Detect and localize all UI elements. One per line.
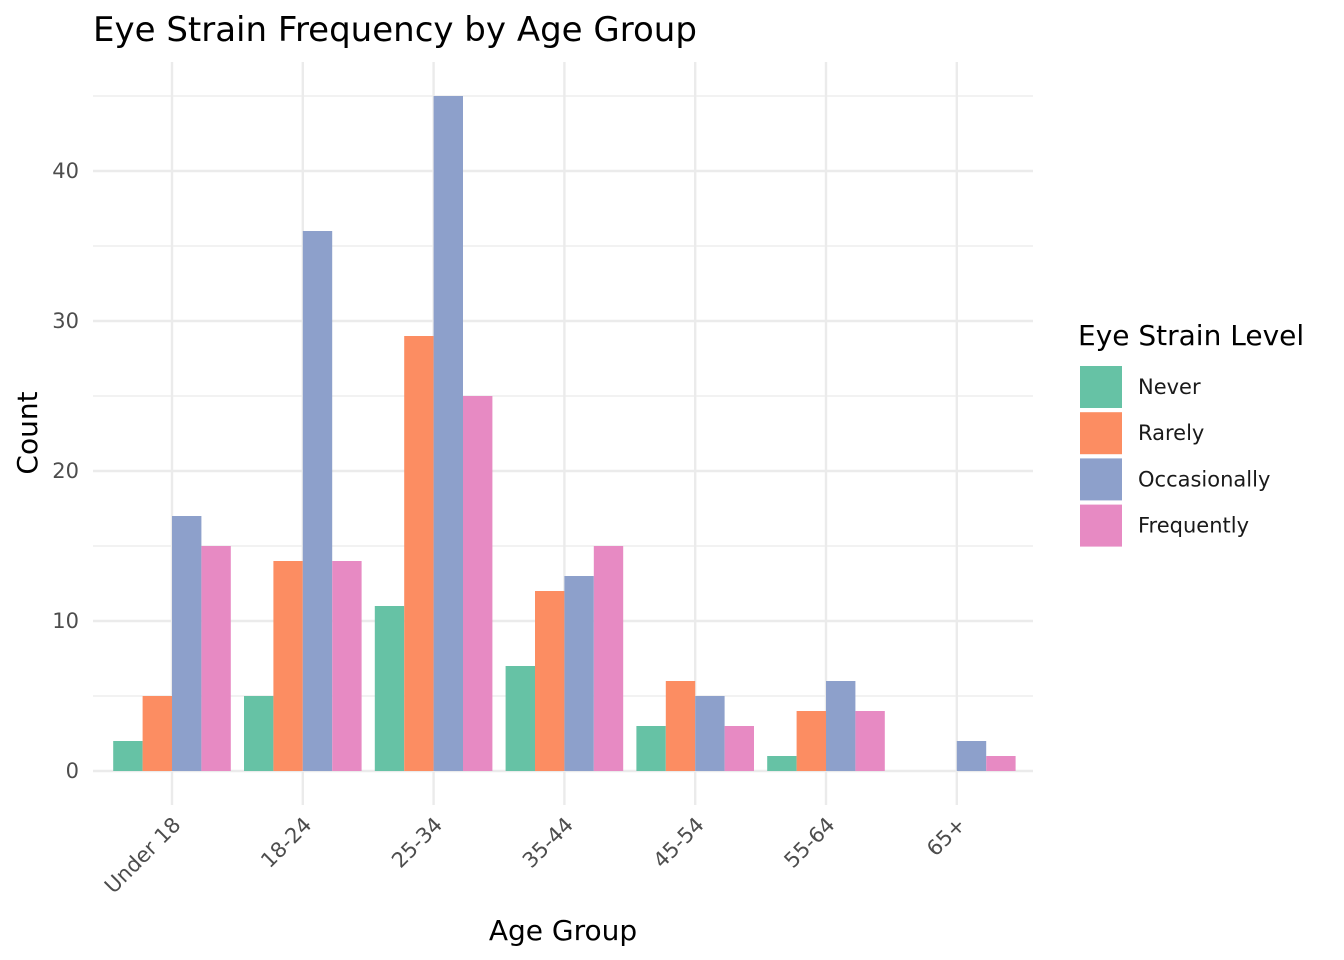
legend-label: Never (1138, 375, 1201, 399)
bar (433, 96, 463, 771)
bar (695, 696, 725, 771)
chart-title: Eye Strain Frequency by Age Group (93, 10, 697, 50)
y-tick-label: 40 (52, 159, 79, 183)
bar (302, 231, 333, 771)
bar (767, 756, 797, 771)
legend-label: Occasionally (1138, 467, 1270, 491)
legend-key (1080, 458, 1122, 501)
legend-key (1080, 504, 1122, 547)
y-tick-label: 20 (52, 459, 79, 483)
bar (855, 711, 885, 771)
x-tick-label: 25-34 (387, 813, 447, 873)
bar (273, 561, 303, 771)
bar (826, 681, 856, 771)
legend-key (1080, 412, 1122, 455)
bar (796, 711, 826, 771)
bar (593, 546, 624, 771)
legend: Eye Strain Level Never Rarely Occasionally… (1078, 319, 1304, 547)
bar (535, 591, 565, 771)
y-axis-title: Count (11, 391, 44, 474)
y-axis-ticks: 0 10 20 30 40 (52, 159, 79, 783)
x-tick-label: 18-24 (256, 813, 316, 873)
bar (956, 741, 987, 771)
y-tick-label: 0 (66, 759, 79, 783)
bar (724, 726, 754, 771)
x-axis-title: Age Group (489, 914, 637, 947)
bar (986, 756, 1016, 771)
legend-items: Never Rarely Occasionally Frequently (1080, 366, 1270, 547)
bar (564, 576, 594, 771)
bar (374, 606, 405, 771)
bar (665, 681, 696, 771)
bar (404, 336, 434, 771)
bar (244, 696, 274, 771)
x-tick-label: Under 18 (100, 813, 186, 899)
bar (201, 546, 231, 771)
y-tick-label: 30 (52, 309, 79, 333)
bar (636, 726, 666, 771)
legend-title: Eye Strain Level (1078, 319, 1304, 352)
x-tick-label: 55-64 (779, 813, 839, 873)
x-axis-ticks: Under 18 18-24 25-34 35-44 45-54 55-64 65+ (100, 813, 970, 899)
y-tick-label: 10 (52, 609, 79, 633)
legend-key (1080, 366, 1122, 408)
legend-label: Frequently (1138, 514, 1249, 538)
bar (505, 666, 535, 771)
bar (332, 561, 362, 771)
bars (113, 96, 1016, 771)
bar (142, 696, 172, 771)
bar (463, 396, 493, 771)
bar (113, 741, 143, 771)
x-tick-label: 35-44 (518, 813, 578, 873)
x-tick-label: 45-54 (649, 813, 709, 873)
x-tick-label: 65+ (922, 813, 970, 861)
bar (172, 516, 202, 771)
legend-label: Rarely (1138, 421, 1204, 445)
